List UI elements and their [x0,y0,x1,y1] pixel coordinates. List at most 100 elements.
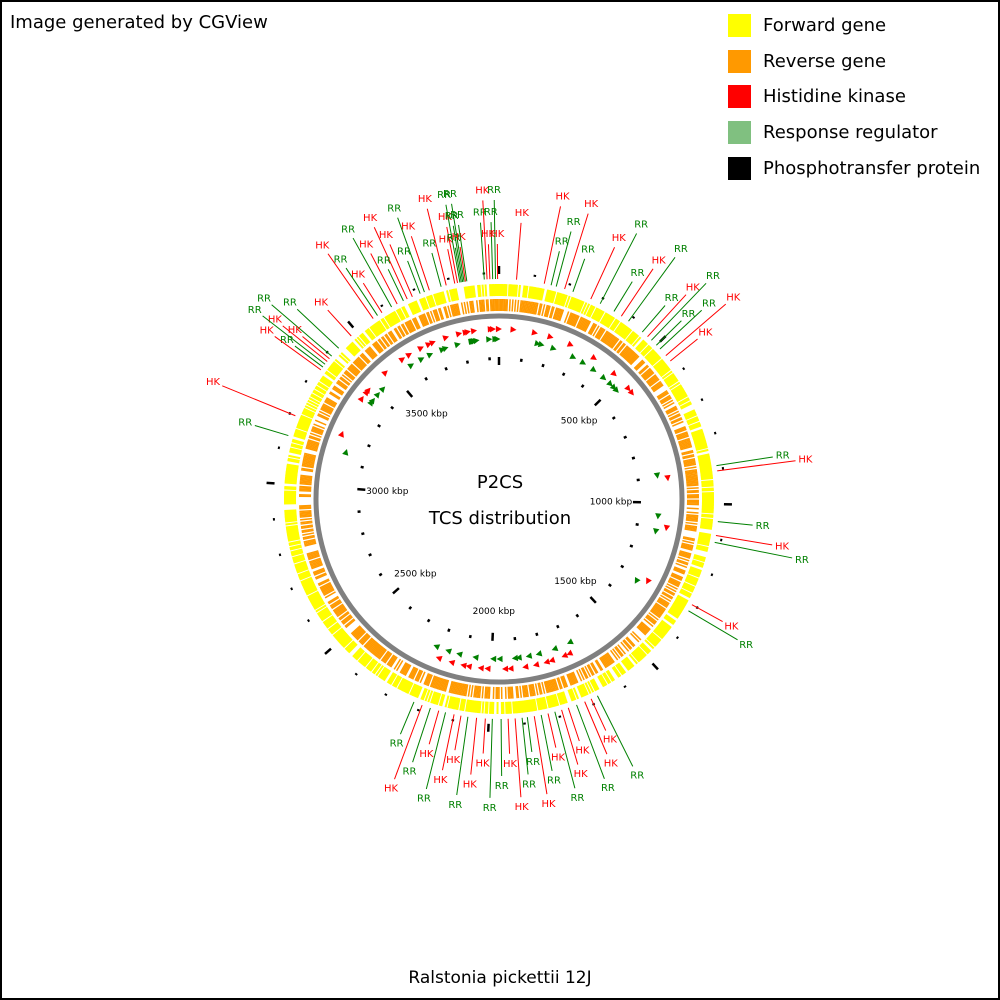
forward-gene [674,599,686,608]
forward-gene [299,417,312,424]
rr-marker [653,472,661,479]
callout-line [590,698,607,731]
forward-gene [296,425,309,432]
forward-gene [341,637,352,647]
reverse-gene [652,384,664,393]
reverse-gene [622,348,632,359]
forward-gene [346,642,357,653]
forward-gene [677,594,689,603]
reverse-gene [630,355,640,366]
forward-gene [698,536,711,541]
forward-gene [640,344,651,355]
forward-gene [413,300,420,313]
reverse-gene [590,662,598,674]
reverse-gene [676,433,689,440]
forward-gene [536,287,541,300]
forward-gene [435,693,442,706]
callout-line [454,247,462,283]
reverse-gene [617,644,626,655]
forward-gene [541,697,547,710]
forward-gene [631,651,642,662]
center-subtitle: TCS distribution [428,508,571,529]
outer-tick [354,672,358,676]
forward-gene [469,285,474,298]
rr-marker [426,352,434,359]
forward-gene [450,696,456,709]
reverse-gene [435,677,441,690]
forward-gene [698,533,711,538]
callout-line [410,236,430,291]
forward-gene [465,286,469,299]
inner-tick [635,522,639,527]
forward-gene [448,696,454,709]
forward-gene [287,457,300,462]
hk-label: HK [652,255,667,266]
forward-gene [602,313,610,326]
reverse-gene [594,326,603,338]
forward-gene [358,334,369,346]
reverse-gene [557,308,563,321]
reverse-gene [366,348,376,359]
callout-line [715,534,773,546]
forward-gene [297,570,310,577]
forward-gene [655,362,667,372]
forward-gene [358,652,369,664]
forward-gene [689,566,702,573]
rr-marker [606,379,613,387]
forward-gene [605,670,614,682]
forward-gene [616,663,625,675]
forward-gene [679,589,692,597]
reverse-gene [301,463,314,468]
hk-marker [546,333,554,340]
reverse-gene [348,366,359,376]
hk-label: HK [401,222,416,233]
callout-line [717,460,796,472]
forward-gene [414,685,422,698]
reverse-gene [684,525,697,529]
reverse-gene [473,685,477,698]
forward-gene [580,302,588,314]
reverse-gene [381,651,391,663]
reverse-gene [299,485,312,488]
inner-tick [631,456,636,460]
rr-label: RR [483,803,497,814]
forward-gene [364,329,374,341]
reverse-gene [685,521,698,525]
forward-gene [405,681,413,694]
reverse-gene [658,392,670,401]
forward-gene [285,522,298,526]
reverse-gene [350,625,361,635]
reverse-gene [366,639,376,650]
forward-gene [700,471,713,475]
reverse-gene [427,674,433,687]
hk-marker [417,346,424,353]
inner-tick [426,618,431,623]
hk-marker [566,340,574,347]
reverse-gene [658,596,670,605]
forward-gene [574,299,581,312]
hk-label: HK [475,758,490,769]
forward-gene [700,524,713,529]
forward-gene [484,284,488,297]
forward-gene [587,681,595,693]
reverse-gene [339,612,350,621]
inner-tick [357,487,366,491]
reverse-gene [299,480,312,483]
reverse-gene [352,627,363,637]
reverse-gene [550,306,555,319]
forward-gene [692,433,705,439]
reverse-gene [385,333,394,345]
forward-gene [334,358,346,369]
reverse-gene [686,513,699,517]
reverse-gene [387,655,396,666]
forward-gene [393,675,401,688]
reverse-gene [321,585,333,593]
forward-gene [312,390,324,399]
forward-gene [335,630,346,641]
forward-gene [676,394,688,403]
forward-gene [690,428,703,435]
forward-gene [421,297,428,310]
forward-gene [516,701,520,714]
forward-swatch [728,14,751,38]
forward-gene [477,700,481,714]
